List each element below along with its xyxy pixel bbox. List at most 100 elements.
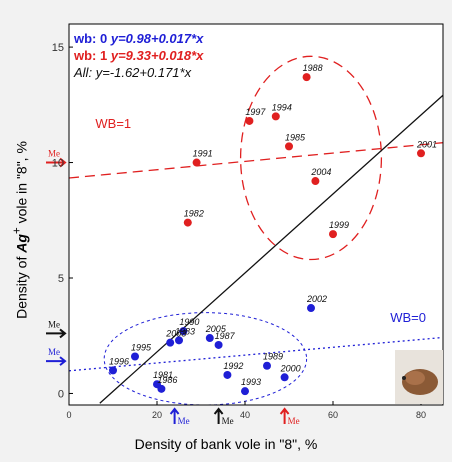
legend-all-label: All:	[74, 65, 93, 80]
mean-arrow-y-wb0	[46, 356, 67, 366]
group-ellipses	[103, 55, 383, 406]
x-axis-label: Density of bank vole in "8", %	[134, 436, 318, 452]
point-label-1989: 1989	[263, 352, 283, 362]
mean-arrow-y-wb1	[46, 157, 67, 168]
point-1988	[302, 73, 311, 82]
point-label-1992: 1992	[223, 361, 243, 371]
point-label-1991: 1991	[193, 149, 213, 159]
point-1995	[131, 352, 139, 361]
y-tick-label: 15	[52, 42, 64, 54]
legend-wb0-label: wb: 0	[74, 31, 108, 46]
group-label-wb1: WB=1	[95, 116, 131, 131]
legend-wb1: wb: 1 y=9.33+0.018*x	[74, 47, 203, 64]
y-axis-label-part2: Ag	[13, 234, 30, 253]
point-label-1999: 1999	[329, 220, 349, 230]
point-1990	[179, 327, 188, 336]
point-label-2000: 2000	[280, 363, 301, 373]
point-2000	[280, 373, 289, 382]
point-2005	[205, 334, 214, 343]
y-axis-label-part4: vole in "8", %	[13, 141, 30, 228]
legend-wb1-label: wb: 1	[74, 48, 108, 63]
point-label-1994: 1994	[272, 102, 292, 112]
plot-frame	[68, 23, 444, 406]
point-label-2002: 2002	[306, 294, 327, 304]
grid	[69, 24, 443, 405]
ellipse-wb0	[103, 312, 308, 406]
point-label-1993: 1993	[241, 377, 261, 387]
point-label-1981: 1981	[153, 370, 173, 380]
x-tick-label: 40	[240, 410, 250, 420]
legend-wb1-eq: y=9.33+0.018*x	[110, 48, 204, 63]
legend-all-eq: y=-1.62+0.171*x	[95, 65, 192, 80]
legend-wb0-eq: y=0.98+0.017*x	[110, 31, 204, 46]
mean-label-x-wb0: Me	[178, 416, 190, 426]
point-1989	[263, 361, 271, 370]
fit-line-dashed	[68, 142, 444, 179]
group-label-wb0: WB=0	[390, 310, 426, 325]
ellipse-wb1	[239, 55, 383, 261]
point-1987	[214, 340, 223, 349]
point-label-1995: 1995	[131, 343, 152, 353]
point-1992	[223, 370, 232, 379]
legend: wb: 0 y=0.98+0.017*x wb: 1 y=9.33+0.018*…	[74, 30, 203, 81]
point-1994	[271, 112, 280, 121]
vole-photo	[395, 350, 443, 404]
point-1986	[157, 384, 166, 393]
y-axis-label-part1: Density of	[13, 252, 30, 319]
point-label-1985: 1985	[285, 132, 306, 142]
point-1991	[192, 158, 201, 167]
point-1985	[285, 142, 293, 151]
x-tick-label: 80	[416, 410, 426, 420]
y-tick-label: 0	[58, 388, 64, 400]
x-tick-label: 0	[66, 410, 71, 420]
point-2001	[417, 149, 425, 158]
point-1999	[329, 230, 337, 239]
mean-label-y-all: Me	[48, 319, 60, 329]
point-2003	[166, 338, 175, 347]
vole-highlight	[405, 371, 425, 385]
y-tick-label: 5	[58, 273, 64, 285]
vole-eye	[402, 376, 406, 380]
y-axis-label: Density of Ag+ vole in "8", %	[11, 141, 30, 319]
plot-background	[69, 24, 443, 405]
point-label-2005: 2005	[205, 324, 227, 334]
mean-markers: Me Me Me Me Me Me	[46, 149, 300, 426]
mean-arrow-x-all	[213, 407, 224, 424]
point-label-2004: 2004	[310, 167, 331, 177]
point-label-1982: 1982	[184, 209, 204, 219]
legend-all: All: y=-1.62+0.171*x	[74, 64, 203, 81]
point-2004	[311, 177, 320, 186]
mean-label-y-wb0: Me	[48, 347, 60, 357]
regression-lines	[68, 94, 444, 404]
data-points	[109, 73, 425, 396]
point-1993	[241, 387, 249, 396]
y-axis-label-part3: +	[10, 227, 24, 235]
point-label-2003: 2003	[165, 329, 186, 339]
y-tick-label: 10	[52, 158, 64, 170]
point-label-1997: 1997	[245, 107, 266, 117]
point-label-2001: 2001	[416, 139, 437, 149]
x-tick-label: 20	[152, 410, 162, 420]
point-label-1988: 1988	[303, 63, 323, 73]
mean-arrow-x-wb0	[169, 407, 180, 424]
point-label-1986: 1986	[157, 375, 177, 385]
mean-label-y-wb1: Me	[48, 149, 60, 159]
point-1982	[183, 218, 192, 227]
x-tick-label: 60	[328, 410, 338, 420]
mean-label-x-wb1: Me	[288, 416, 300, 426]
point-label-1996: 1996	[109, 356, 129, 366]
point-2002	[307, 304, 315, 313]
point-label-1987: 1987	[215, 331, 236, 341]
point-1997	[245, 116, 254, 125]
mean-arrow-y-all	[46, 328, 67, 339]
axis-ticks: 0 20 40 60 80 0 5 10 15	[52, 42, 426, 420]
point-label-1990: 1990	[179, 317, 199, 327]
fit-line-solid	[99, 94, 444, 404]
point-1996	[109, 366, 117, 375]
legend-wb0: wb: 0 y=0.98+0.017*x	[74, 30, 203, 47]
mean-arrow-x-wb1	[279, 407, 290, 424]
mean-label-x-all: Me	[222, 416, 234, 426]
point-label-1983: 1983	[175, 326, 195, 336]
